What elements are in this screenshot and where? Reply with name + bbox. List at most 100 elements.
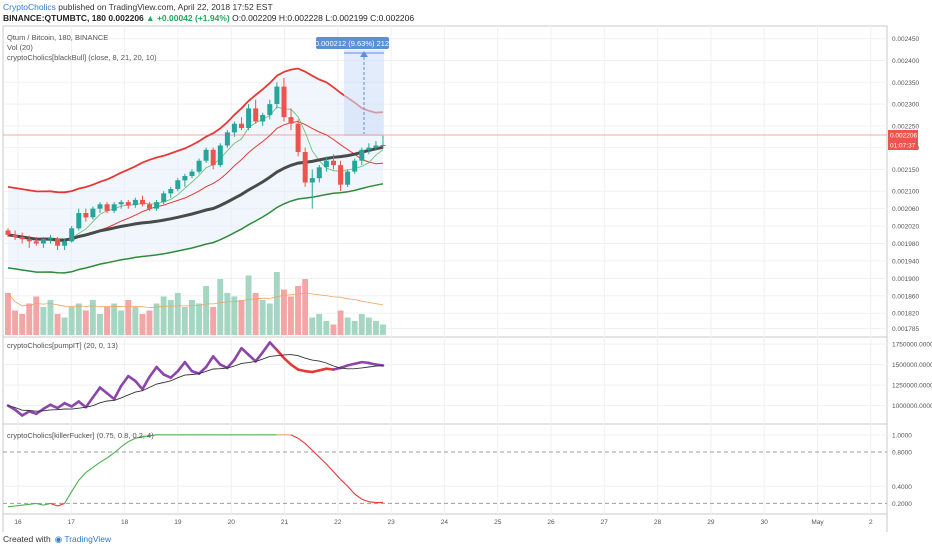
volume-bar — [224, 293, 231, 335]
killer-line-segment — [36, 502, 44, 506]
candle-body — [231, 123, 237, 133]
pump-line-segment — [289, 363, 300, 371]
symbol-label: BINANCE:QTUMBTC, 180 — [3, 13, 106, 23]
candle-body — [48, 238, 53, 240]
killer-line-segment — [149, 434, 157, 437]
pump-line-segment — [261, 341, 272, 354]
publish-line: CryptoCholics published on TradingView.c… — [3, 2, 273, 12]
volume-bar — [273, 272, 280, 335]
candle-body — [217, 145, 223, 166]
chart-canvas[interactable]: 0.000212 (9.63%) 212 Qtum / Bitcoin, 180… — [0, 25, 932, 532]
candle-body — [267, 104, 273, 115]
candle-body — [224, 132, 230, 146]
time-tick-label: 21 — [281, 519, 289, 526]
volume-bar — [33, 296, 40, 335]
time-tick-label: 19 — [174, 519, 182, 526]
vol-title: Vol (20) — [7, 43, 33, 52]
change-value: ▲ +0.00042 (+1.94%) — [146, 13, 230, 23]
pump-line-segment — [134, 379, 144, 391]
volume-bar — [295, 286, 301, 335]
pane-labels: Qtum / Bitcoin, 180, BINANCE Vol (20) cr… — [7, 33, 157, 440]
candle-body — [111, 204, 117, 211]
killer-line-segment — [120, 441, 129, 448]
volume-bar — [373, 321, 379, 335]
candle-body — [210, 149, 216, 165]
killer-line-segment — [57, 502, 65, 507]
killer-line-segment — [71, 479, 80, 492]
pump-line-segment — [268, 341, 279, 352]
price-tag-text: 0.002206 — [890, 133, 917, 140]
volume-bar — [309, 317, 316, 335]
grid — [3, 26, 887, 514]
author-link[interactable]: CryptoCholics — [3, 2, 56, 12]
killer-line-segment — [99, 457, 108, 463]
volume-bar — [330, 324, 337, 335]
candle-body — [125, 202, 131, 206]
price-tag — [888, 130, 918, 140]
killer-title: cryptoCholics[killerFucker] (0.75, 0.8, … — [7, 431, 154, 440]
indicator-title: cryptoCholics[blackBull] (close, 8, 21, … — [7, 53, 157, 62]
killer-line-segment — [311, 449, 320, 458]
volume-bar — [210, 307, 217, 335]
pump-line-segment — [141, 375, 151, 391]
volume-bar — [54, 314, 61, 335]
volume-bar — [160, 296, 167, 335]
volume-bar — [125, 300, 132, 335]
time-tick-label: 29 — [707, 519, 715, 526]
volume-ma-line — [7, 292, 384, 308]
killer-line-segment — [290, 434, 299, 439]
candle-body — [154, 202, 160, 209]
candle-body — [338, 165, 344, 185]
countdown-tag-text: 01:07:37 — [890, 143, 916, 150]
candle-body — [62, 241, 68, 246]
pump-line-segment — [197, 365, 208, 375]
volume-bar — [189, 300, 195, 335]
volume-bar — [61, 317, 68, 335]
measure-label-box — [316, 37, 389, 49]
pump-line-segment — [211, 355, 222, 366]
killer-tick-label: 1.0000 — [892, 432, 912, 439]
price-tick-label: 0.002350 — [892, 80, 919, 87]
volume-bar — [12, 310, 18, 335]
volume-bar — [217, 279, 224, 335]
footer-created: Created with — [3, 534, 51, 544]
volume-bar — [358, 314, 365, 335]
volume-bar — [47, 300, 54, 335]
candle-body — [40, 239, 46, 244]
measure-tool[interactable]: 0.000212 (9.63%) 212 — [315, 37, 389, 136]
candles — [5, 77, 386, 251]
pump-tick-label: 1000000.0000 — [892, 403, 932, 410]
volume-bars — [5, 272, 386, 335]
killer-line-segment — [368, 501, 376, 504]
volume-bar — [231, 296, 238, 335]
candle-body — [239, 123, 244, 129]
footer: Created with ◉ TradingView — [3, 534, 111, 545]
volume-bar — [97, 314, 103, 335]
candle-body — [288, 117, 294, 124]
volume-bar — [146, 310, 153, 335]
time-tick-label: 30 — [761, 519, 769, 526]
pump-title: cryptoCholics[pumpIT] (20, 0, 13) — [7, 341, 118, 350]
volume-bar — [5, 293, 11, 335]
candle-body — [373, 145, 379, 148]
volume-bar — [132, 307, 139, 335]
pump-line-segment — [70, 400, 81, 408]
candle-body — [260, 115, 266, 122]
time-tick-label: 18 — [121, 519, 129, 526]
pump-line-segment — [20, 410, 31, 417]
pump-tick-label: 1750000.0000 — [892, 342, 932, 349]
pump-line-segment — [148, 365, 158, 379]
volume-bar — [174, 293, 181, 335]
killer-line-segment — [50, 502, 58, 507]
published-text: published on TradingView.com, April 22, … — [55, 2, 273, 12]
tradingview-logo[interactable]: ◉ TradingView — [54, 534, 112, 544]
time-axis[interactable]: 16 17 18 19 20 21 22 23 24 25 26 27 28 29 30 May 2 — [14, 519, 873, 526]
price-tick-label: 0.002150 — [892, 167, 919, 174]
upper-band-line — [7, 67, 384, 194]
pump-line-segment — [56, 401, 66, 410]
killer-line-segment — [43, 502, 51, 506]
pump-line-segment — [204, 355, 215, 369]
volume-bar — [365, 317, 372, 335]
pump-line-segment — [42, 403, 52, 411]
price-axis[interactable]: 0.002450 0.002400 0.002350 0.002300 0.002250… — [892, 36, 932, 508]
